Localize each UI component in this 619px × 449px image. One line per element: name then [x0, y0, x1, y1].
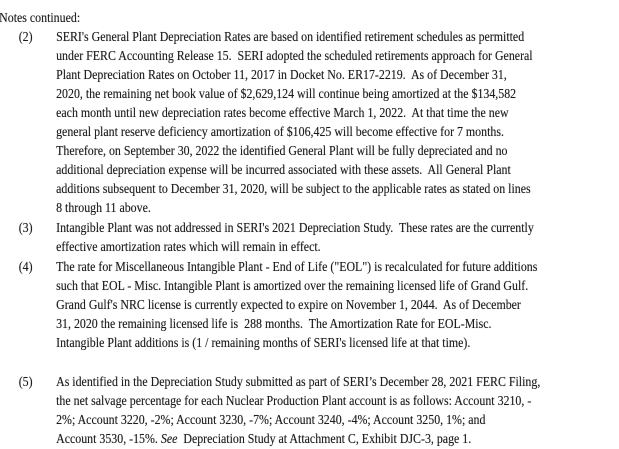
note-line: additional depreciation expense will be … [56, 163, 511, 178]
note-body: As identified in the Depreciation Study … [56, 373, 619, 449]
note-line: 2%; Account 3220, -2%; Account 3230, -7%… [56, 413, 486, 428]
note-line: each month until new depreciation rates … [56, 106, 509, 121]
note-line: Account 3530, -15%. See Depreciation Stu… [56, 430, 619, 449]
note-line: additions subsequent to December 31, 202… [56, 182, 531, 197]
note-line: The rate for Miscellaneous Intangible Pl… [56, 260, 538, 275]
note-item: (2) SERI's General Plant Depreciation Rat… [0, 28, 619, 218]
note-body: The rate for Miscellaneous Intangible Pl… [56, 258, 619, 353]
note-line: such that EOL - Misc. Intangible Plant i… [56, 279, 529, 294]
note-line: general plant reserve deficiency amortiz… [56, 125, 504, 140]
note-line: Grand Gulf's NRC license is currently ex… [56, 298, 521, 313]
note-body: SERI's General Plant Depreciation Rates … [56, 28, 619, 218]
italic-citation: See [160, 432, 178, 447]
note-item: (4) The rate for Miscellaneous Intangible… [0, 258, 619, 353]
note-body: Intangible Plant was not addressed in SE… [56, 219, 619, 257]
note-line: As identified in the Depreciation Study … [56, 375, 541, 390]
note-number: (2) [18, 30, 33, 45]
note-line: Intangible Plant additions is (1 / remai… [56, 336, 471, 351]
note-line: Therefore, on September 30, 2022 the ide… [56, 144, 508, 159]
note-line: Intangible Plant was not addressed in SE… [56, 221, 534, 236]
note-line: SERI's General Plant Depreciation Rates … [56, 30, 525, 45]
note-line: 2020, the remaining net book value of $2… [56, 87, 517, 102]
note-line: 31, 2020 the remaining licensed life is … [56, 317, 492, 332]
text-run: Depreciation Study at Attachment C, Exhi… [177, 432, 472, 447]
note-number: (4) [18, 260, 33, 275]
note-number: (5) [18, 375, 33, 390]
note-line: under FERC Accounting Release 15. SERI a… [56, 49, 533, 64]
notes-list: (2) SERI's General Plant Depreciation Rat… [0, 28, 619, 449]
note-line: the net salvage percentage for each Nucl… [56, 394, 532, 409]
notes-heading: Notes continued: [0, 11, 81, 26]
note-number: (3) [18, 221, 33, 236]
note-line: 8 through 11 above. [56, 201, 151, 216]
note-item: (5) As identified in the Depreciation Stu… [0, 373, 619, 449]
note-line: effective amortization rates which will … [56, 240, 321, 255]
note-item: (3) Intangible Plant was not addressed in… [0, 219, 619, 257]
note-line: Plant Depreciation Rates on October 11, … [56, 68, 507, 83]
text-run: Account 3530, -15%. [56, 432, 161, 447]
